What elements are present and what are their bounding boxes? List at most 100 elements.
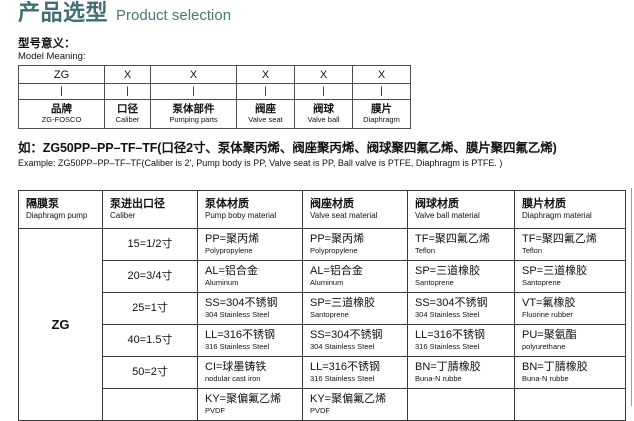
spec-header-en: Caliber <box>110 211 136 220</box>
model-name-en: Pumping parts <box>169 115 218 124</box>
spec-cell-pump-body: KY=聚偏氟乙烯 PVDF <box>197 388 303 421</box>
spec-header-en: Pump boby material <box>205 211 277 220</box>
spec-header-cn: 膜片材质 <box>522 198 566 210</box>
model-code-cell: X <box>104 65 151 84</box>
spec-cell-en: 316 Stainless Steel <box>415 342 480 351</box>
spec-cell-diaphragm: PU=聚氨酯 polyurethane <box>514 324 626 357</box>
spec-cell-valve-seat: SS=304不锈钢 304 Stainless Steel <box>302 324 408 357</box>
spec-header-en: Valve seat material <box>310 211 378 220</box>
spec-cell-cn: AL=铝合金 <box>310 265 363 277</box>
model-connector-cell: | <box>104 83 151 100</box>
spec-cell-cn: SS=304不锈钢 <box>205 297 278 309</box>
spec-cell-pump-body: LL=316不锈钢 316 Stainless Steel <box>197 324 303 357</box>
table-row: 25=1寸 SS=304不锈钢 304 Stainless Steel SP=三… <box>19 292 626 325</box>
model-code-cell: X <box>352 65 411 84</box>
spec-cell-diaphragm: VT=氟橡胶 Fluorine rubber <box>514 292 626 325</box>
example-block: 如：ZG50PP–PP–TF–TF(口径2寸、泵体聚丙烯、阀座聚丙烯、阀球聚四氟… <box>18 140 630 169</box>
spec-cell-valve-ball: LL=316不锈钢 316 Stainless Steel <box>407 324 515 357</box>
spec-cell-valve-ball: BN=丁腈橡胶 Buna-N rubbe <box>407 356 515 389</box>
spec-cell-cn: AL=铝合金 <box>205 265 258 277</box>
spec-cell-en: Teflon <box>522 246 543 255</box>
spec-cell-valve-ball: SS=304不锈钢 304 Stainless Steel <box>407 292 515 325</box>
spec-cell-en: PVDF <box>205 406 226 415</box>
model-name-cn: 阀球 <box>313 103 334 115</box>
model-connector-cell: | <box>236 83 295 100</box>
spec-cell-cn: LL=316不锈钢 <box>310 361 381 373</box>
model-name-cn: 泵体部件 <box>172 103 215 115</box>
model-connector-cell: | <box>150 83 237 100</box>
spec-cell-caliber: 50=2寸 <box>102 356 198 389</box>
model-name-cell-valve-ball: 阀球 Valve ball <box>294 99 353 129</box>
spec-cell-en: Santoprene <box>522 278 561 287</box>
model-meaning-label: 型号意义： Model Meaning: <box>18 38 86 62</box>
spec-cell-pump-body: PP=聚丙烯 Polypropylene <box>197 228 303 261</box>
spec-header-en: Diaphragm material <box>522 211 592 220</box>
spec-cell-en: Fluorine rubber <box>522 310 573 319</box>
spec-cell-cn: BN=丁腈橡胶 <box>522 361 588 373</box>
spec-cell-cn: VT=氟橡胶 <box>522 297 576 309</box>
spec-cell-cn: SP=三道橡胶 <box>310 297 376 309</box>
spec-cell-valve-seat: LL=316不锈钢 316 Stainless Steel <box>302 356 408 389</box>
model-name-en: Valve seat <box>248 115 283 124</box>
model-name-en: Diaphragm <box>363 115 400 124</box>
spec-cell-diaphragm: TF=聚四氟乙烯 Teflon <box>514 228 626 261</box>
model-connector-cell: | <box>18 83 105 100</box>
spec-cell-pump-body: AL=铝合金 Aluminum <box>197 260 303 293</box>
page-title-cn: 产品选型 <box>18 0 109 25</box>
spec-cell-caliber: 25=1寸 <box>102 292 198 325</box>
model-name-cell-diaphragm: 膜片 Diaphragm <box>352 99 411 129</box>
model-name-cn: 品牌 <box>51 103 72 115</box>
model-name-en: ZG-FOSCO <box>41 115 82 124</box>
spec-cell-cn: LL=316不锈钢 <box>205 329 276 341</box>
spec-cell-en: 304 Stainless Steel <box>205 310 270 319</box>
spec-cell-cn: PP=聚丙烯 <box>310 233 365 245</box>
spec-header-cn: 泵体材质 <box>205 198 249 210</box>
model-meaning-table: ZG X X X X X | | | | | | 品牌 ZG-FOSCO 口径 … <box>18 65 411 129</box>
spec-cell-cn: 25=1寸 <box>132 301 168 314</box>
spec-cell-valve-seat: AL=铝合金 Aluminum <box>302 260 408 293</box>
spec-cell-cn: 50=2寸 <box>132 365 168 378</box>
spec-header-cn: 阀球材质 <box>415 198 459 210</box>
spec-table: 隔膜泵 Diaphragm pump 泵进出口径 Caliber 泵体材质 Pu… <box>18 190 626 421</box>
model-connector-cell: | <box>352 83 411 100</box>
spec-cell-en: 316 Stainless Steel <box>205 342 270 351</box>
spec-cell-en: nodular cast iron <box>205 374 261 383</box>
table-row: 20=3/4寸 AL=铝合金 Aluminum AL=铝合金 Aluminum … <box>19 260 626 293</box>
spec-cell-caliber <box>102 388 198 421</box>
spec-header-diaphragm-pump: 隔膜泵 Diaphragm pump <box>18 190 103 229</box>
model-name-cell-pumping-parts: 泵体部件 Pumping parts <box>150 99 237 129</box>
spec-cell-en: PVDF <box>310 406 331 415</box>
model-name-cell-valve-seat: 阀座 Valve seat <box>236 99 295 129</box>
spec-cell-cn: SS=304不锈钢 <box>415 297 488 309</box>
model-code-row: ZG X X X X X <box>18 65 411 84</box>
spec-cell-en: Polypropylene <box>205 246 253 255</box>
spec-header-cn: 阀座材质 <box>310 198 354 210</box>
model-connector-cell: | <box>294 83 353 100</box>
spec-cell-valve-ball <box>407 388 515 421</box>
spec-cell-diaphragm: SP=三道橡胶 Santoprene <box>514 260 626 293</box>
decorative-vertical-rule <box>631 188 632 406</box>
spec-cell-cn: SP=三道橡胶 <box>415 265 481 277</box>
model-name-cn: 口径 <box>117 103 138 115</box>
spec-cell-cn: 40=1.5寸 <box>127 333 173 346</box>
spec-header-valve-ball-material: 阀球材质 Valve ball material <box>407 190 515 229</box>
spec-cell-cn: PU=聚氨酯 <box>522 329 577 341</box>
spec-cell-en: Santoprene <box>310 310 349 319</box>
model-name-cn: 阀座 <box>255 103 276 115</box>
spec-cell-caliber: 40=1.5寸 <box>102 324 198 357</box>
spec-cell-diaphragm <box>514 388 626 421</box>
model-meaning-label-cn: 型号意义： <box>18 38 76 50</box>
spec-cell-caliber: 20=3/4寸 <box>102 260 198 293</box>
spec-cell-en: 316 Stainless Steel <box>310 374 375 383</box>
spec-header-cn: 泵进出口径 <box>110 198 165 210</box>
spec-table-header-row: 隔膜泵 Diaphragm pump 泵进出口径 Caliber 泵体材质 Pu… <box>18 190 626 229</box>
spec-cell-valve-seat: PP=聚丙烯 Polypropylene <box>302 228 408 261</box>
model-code-cell: X <box>294 65 353 84</box>
spec-cell-en: Buna-N rubbe <box>415 374 462 383</box>
spec-cell-en: Polypropylene <box>310 246 358 255</box>
spec-cell-cn: SS=304不锈钢 <box>310 329 383 341</box>
spec-cell-cn: TF=聚四氟乙烯 <box>522 233 597 245</box>
spec-cell-en: Aluminum <box>310 278 344 287</box>
model-code-cell: ZG <box>18 65 105 84</box>
spec-header-en: Valve ball material <box>415 211 480 220</box>
